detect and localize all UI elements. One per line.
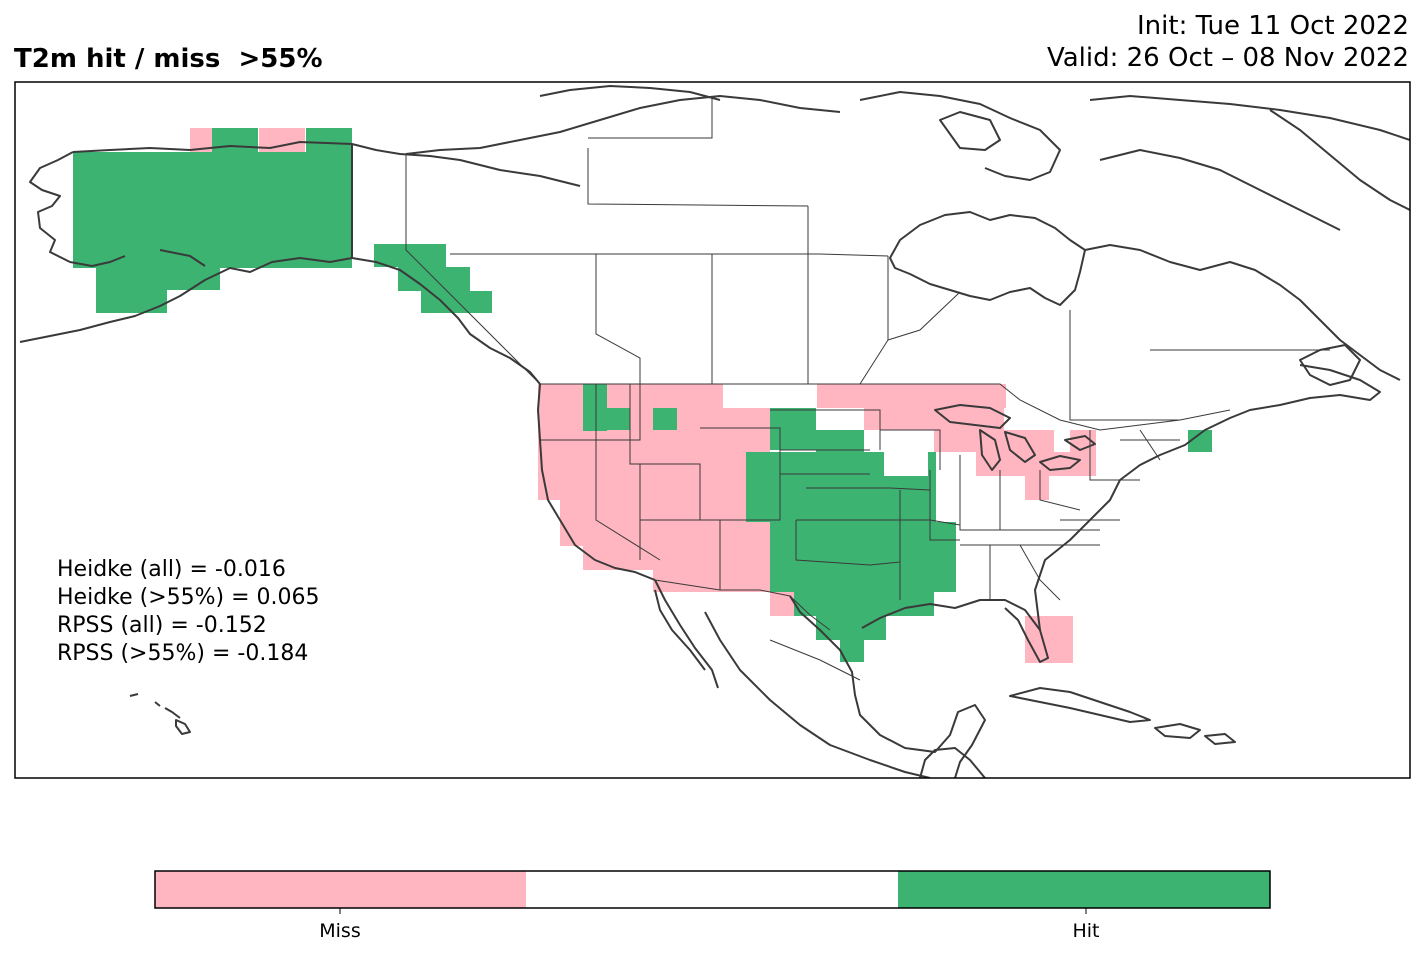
skill-scores: Heidke (all) = -0.016 Heidke (>55%) = 0.…	[57, 556, 320, 668]
hit-cell	[770, 408, 816, 450]
hit-cell	[73, 152, 352, 268]
no-forecast-cell	[884, 452, 928, 476]
date-block: Init: Tue 11 Oct 2022 Valid: 26 Oct – 08…	[1047, 10, 1409, 74]
state-borders	[405, 96, 1330, 681]
hit-cell	[653, 408, 677, 430]
colorbar-label-miss: Miss	[319, 920, 361, 942]
miss-cell	[653, 570, 793, 592]
hit-cell	[374, 244, 446, 267]
hit-cell	[816, 430, 864, 452]
valid-date: Valid: 26 Oct – 08 Nov 2022	[1046, 43, 1409, 73]
hit-cell	[398, 267, 470, 291]
miss-cell	[1025, 616, 1073, 663]
verification-cells	[73, 128, 1212, 663]
no-forecast-cell	[723, 384, 817, 408]
no-forecast-cell	[864, 430, 934, 452]
hit-cell	[794, 592, 934, 616]
heidke-all: Heidke (all) = -0.016	[57, 557, 286, 582]
hit-cell	[306, 128, 352, 152]
rpss-55: RPSS (>55%) = -0.184	[57, 641, 309, 666]
hit-cell	[1188, 430, 1212, 452]
hit-cell	[212, 128, 258, 152]
miss-cell	[816, 384, 1006, 408]
miss-cell	[976, 452, 1086, 476]
coastlines	[19, 85, 1410, 778]
hit-cell	[840, 640, 864, 662]
hit-cell	[583, 408, 630, 430]
hit-cell	[120, 268, 220, 290]
hit-cell	[770, 522, 956, 592]
miss-cell	[190, 128, 212, 152]
hit-cell	[421, 291, 492, 313]
no-forecast-cell	[816, 408, 864, 430]
miss-cell	[538, 464, 648, 500]
miss-cell	[720, 520, 776, 570]
miss-cell	[934, 430, 1054, 452]
miss-cell	[770, 592, 794, 616]
heidke-55: Heidke (>55%) = 0.065	[57, 585, 320, 610]
map-frame	[14, 81, 1411, 779]
init-date: Init: Tue 11 Oct 2022	[1137, 11, 1409, 41]
colorbar-label-hit: Hit	[1072, 920, 1100, 942]
rpss-all: RPSS (all) = -0.152	[57, 613, 267, 638]
map-title: T2m hit / miss >55%	[14, 44, 323, 74]
miss-cell	[1025, 476, 1049, 500]
